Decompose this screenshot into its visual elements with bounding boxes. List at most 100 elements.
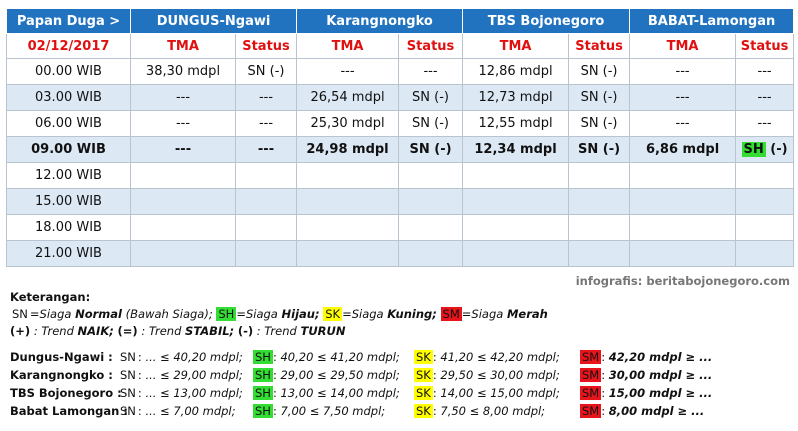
level-label: =Siaga xyxy=(342,307,384,321)
threshold-sep: : xyxy=(272,350,277,364)
cell: 12,55 mdpl xyxy=(462,110,570,137)
threshold: SN: ... ≤ 40,20 mdpl; xyxy=(118,350,243,364)
cell: --- xyxy=(234,136,298,163)
legend-trends: (+) : Trend NAIK; (=) : Trend STABIL; (-… xyxy=(10,324,346,338)
threshold-sep: : xyxy=(432,404,437,418)
data-row: 03.00 WIB --- --- 26,54 mdpl SN (-) 12,73 mdp… xyxy=(6,84,795,111)
cell: SN (-) xyxy=(568,84,631,111)
date: 02/12/2017 xyxy=(6,33,131,59)
cell xyxy=(462,240,570,267)
threshold-sep: : xyxy=(432,386,437,400)
cell xyxy=(398,240,464,267)
subheader: Status xyxy=(398,33,464,59)
threshold-station: Dungus-Ngawi : xyxy=(10,350,113,364)
cell xyxy=(462,188,570,215)
threshold-range: 29,50 ≤ 30,00 mdpl; xyxy=(440,368,560,382)
threshold: SM: 15,00 mdpl ≥ ... xyxy=(580,386,712,400)
cell: --- xyxy=(735,110,795,137)
data-row: 09.00 WIB --- --- 24,98 mdpl SN (-) 12,34 mdp… xyxy=(6,136,795,163)
cell xyxy=(629,240,737,267)
cell xyxy=(234,162,298,189)
cell: SN (-) xyxy=(398,110,464,137)
header-row: Papan Duga > DUNGUS-Ngawi Karangnongko TBS … xyxy=(6,8,795,34)
trend-name: STABIL; xyxy=(185,324,235,338)
threshold-code: SH xyxy=(253,404,273,418)
threshold-code: SK xyxy=(414,386,433,400)
cell: --- xyxy=(234,110,298,137)
cell xyxy=(398,214,464,241)
threshold-station: TBS Bojonegoro : xyxy=(10,386,122,400)
data-row: 21.00 WIB xyxy=(6,240,795,267)
trend: (-) xyxy=(770,142,788,157)
subheader: TMA xyxy=(462,33,570,59)
cell: --- xyxy=(234,84,298,111)
subheader: Status xyxy=(234,33,298,59)
threshold-station: Karangnongko : xyxy=(10,368,113,382)
threshold-code: SK xyxy=(414,404,433,418)
threshold-range: 29,00 ≤ 29,50 mdpl; xyxy=(280,368,400,382)
threshold-sep: : xyxy=(432,368,437,382)
threshold-code: SN xyxy=(120,404,136,418)
cell: --- xyxy=(629,58,737,85)
threshold: SK: 41,20 ≤ 42,20 mdpl; xyxy=(414,350,560,364)
threshold-range: ... ≤ 29,00 mdpl; xyxy=(145,368,243,382)
trend-name: TURUN xyxy=(300,324,346,338)
cell: 24,98 mdpl xyxy=(296,136,400,163)
threshold-code: SN xyxy=(120,386,136,400)
level-name: Hijau; xyxy=(281,307,320,321)
trend-symbol: (+) xyxy=(10,324,31,338)
cell: 38,30 mdpl xyxy=(130,58,236,85)
data-row: 15.00 WIB xyxy=(6,188,795,215)
threshold-code: SM xyxy=(580,350,602,364)
cell: SN (-) xyxy=(568,136,631,163)
cell xyxy=(629,214,737,241)
cell xyxy=(398,188,464,215)
cell xyxy=(735,240,795,267)
threshold-sep: : xyxy=(601,386,606,400)
threshold-sep: : xyxy=(137,386,142,400)
cell xyxy=(629,188,737,215)
station: Karangnongko xyxy=(296,8,464,34)
time: 09.00 WIB xyxy=(6,136,131,163)
threshold: SM: 42,20 mdpl ≥ ... xyxy=(580,350,712,364)
threshold-sep: : xyxy=(137,350,142,364)
threshold: SK: 29,50 ≤ 30,00 mdpl; xyxy=(414,368,560,382)
cell: SN (-) xyxy=(398,84,464,111)
threshold-code: SM xyxy=(580,404,602,418)
cell: SH (-) xyxy=(735,136,795,163)
cell xyxy=(296,240,400,267)
station: DUNGUS-Ngawi xyxy=(129,8,298,34)
threshold: SN: ... ≤ 29,00 mdpl; xyxy=(118,368,243,382)
threshold-code: SH xyxy=(253,368,273,382)
cell xyxy=(568,188,631,215)
threshold-station: Babat Lamongan : xyxy=(10,404,128,418)
cell xyxy=(130,188,236,215)
subheader: TMA xyxy=(629,33,737,59)
cell xyxy=(462,214,570,241)
legend-title: Keterangan: xyxy=(10,290,91,304)
subheader: Status xyxy=(568,33,631,59)
threshold: SH: 7,00 ≤ 7,50 mdpl; xyxy=(253,404,385,418)
cell xyxy=(296,188,400,215)
data-row: 00.00 WIB 38,30 mdpl SN (-) --- --- 12,86 mdp… xyxy=(6,58,795,85)
time: 12.00 WIB xyxy=(6,162,131,189)
cell: 25,30 mdpl xyxy=(296,110,400,137)
data-row: 18.00 WIB xyxy=(6,214,795,241)
cell: SN (-) xyxy=(568,58,631,85)
cell: --- xyxy=(130,84,236,111)
level-code: SM xyxy=(440,307,462,321)
cell xyxy=(735,162,795,189)
cell: 12,34 mdpl xyxy=(462,136,570,163)
cell: 6,86 mdpl xyxy=(629,136,737,163)
level-name: Merah xyxy=(506,307,548,321)
time: 03.00 WIB xyxy=(6,84,131,111)
threshold-range: ... ≤ 7,00 mdpl; xyxy=(145,404,236,418)
cell: --- xyxy=(735,84,795,111)
threshold-range: 42,20 mdpl ≥ ... xyxy=(608,350,713,364)
credit: infografis: beritabojonegoro.com xyxy=(575,274,790,288)
cell xyxy=(234,240,298,267)
threshold-code: SK xyxy=(414,368,433,382)
cell: 26,54 mdpl xyxy=(296,84,400,111)
trend-label: : Trend xyxy=(141,324,182,338)
cell xyxy=(130,214,236,241)
